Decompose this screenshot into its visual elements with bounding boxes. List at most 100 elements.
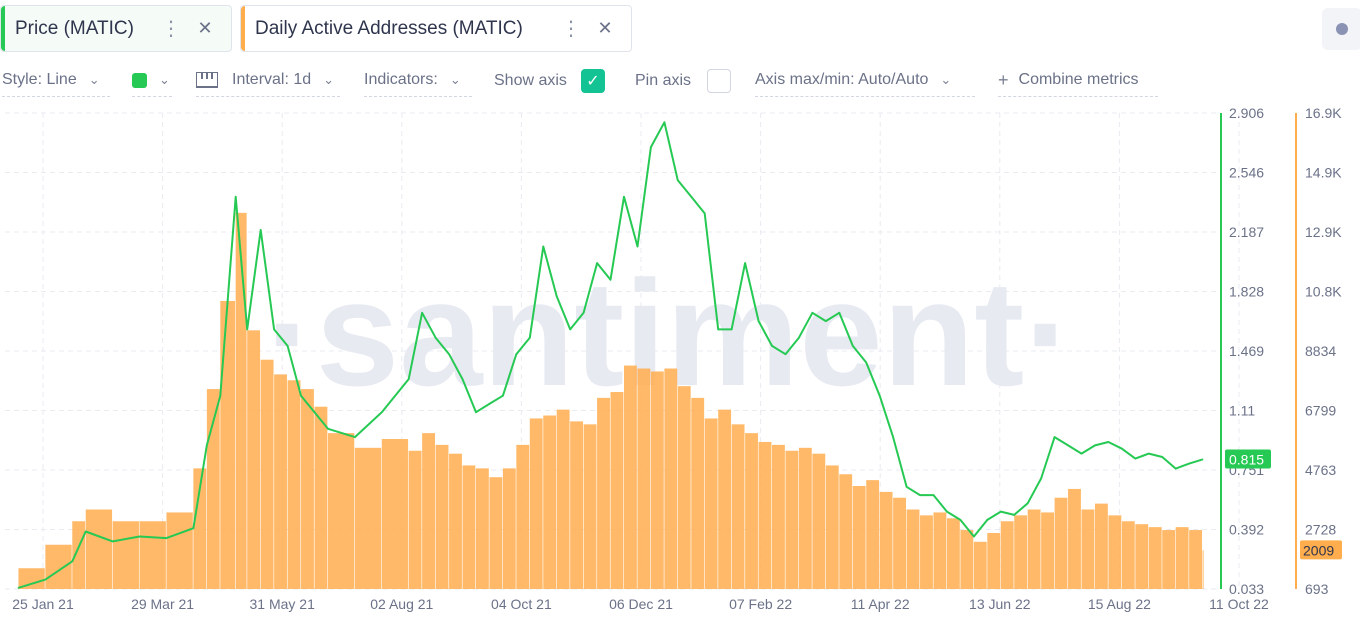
price-point [1026, 502, 1029, 505]
price-point [300, 394, 302, 397]
price-point [730, 328, 733, 331]
color-picker[interactable]: ⌄ [132, 64, 172, 97]
price-point [1080, 452, 1083, 455]
combine-metrics-button[interactable]: + Combine metrics [998, 64, 1158, 97]
daa-tick-label: 10.8K [1305, 284, 1342, 300]
daa-bar [1027, 509, 1041, 589]
current-daa-label: 2009 [1303, 542, 1334, 558]
color-swatch [132, 72, 147, 88]
axis-range-label: Axis max/min: Auto/Auto [755, 71, 929, 88]
daa-bar [301, 389, 314, 589]
daa-bar [772, 444, 785, 589]
more-options-icon[interactable]: ⋮ [561, 18, 581, 40]
daa-bar [139, 521, 166, 589]
x-tick-label: 07 Feb 22 [729, 596, 792, 612]
price-point [434, 336, 437, 339]
pin-axis-checkbox[interactable] [707, 68, 732, 93]
daa-bar [933, 512, 947, 589]
price-point [502, 394, 504, 397]
show-axis-checkbox[interactable]: ✓ [580, 68, 605, 93]
daa-bar [516, 444, 530, 589]
price-point [84, 530, 87, 533]
daa-bar [570, 421, 584, 589]
x-tick-label: 06 Dec 21 [609, 596, 673, 612]
price-point [234, 196, 237, 198]
current-price-badge [1225, 449, 1271, 469]
x-tick-label: 29 Mar 21 [131, 596, 194, 612]
daa-bar [381, 439, 409, 589]
current-daa-badge [1300, 540, 1342, 560]
daa-bar [1000, 521, 1014, 589]
price-point [677, 179, 679, 182]
daa-bar [839, 474, 853, 589]
daa-bar [449, 453, 462, 589]
chevron-down-icon: ⌄ [159, 72, 170, 87]
price-point [825, 320, 827, 322]
price-point [784, 353, 787, 356]
daa-bar [1189, 530, 1203, 589]
price-point [650, 146, 652, 148]
interval-dropdown[interactable]: Interval: 1d ⌄ [196, 64, 340, 97]
price-point [1067, 444, 1069, 447]
daa-bar [1041, 512, 1055, 589]
x-tick-label: 11 Oct 22 [1209, 596, 1269, 612]
price-point [636, 245, 639, 248]
daa-bar [193, 468, 207, 589]
price-point [192, 527, 195, 529]
settings-button[interactable] [1322, 8, 1360, 50]
price-point [1107, 441, 1110, 443]
price-point [219, 394, 222, 397]
pin-axis-toggle[interactable]: Pin axis [635, 64, 733, 97]
price-tick-label: 2.187 [1229, 224, 1264, 240]
x-tick-label: 15 Aug 22 [1088, 596, 1151, 612]
more-options-icon[interactable]: ⋮ [161, 18, 181, 40]
price-tick-label: 0.751 [1229, 462, 1264, 478]
tab-daily-active-addresses[interactable]: Daily Active Addresses (MATIC) ⋮ ✕ [240, 5, 632, 52]
price-point [475, 411, 477, 414]
price-point [1134, 457, 1137, 460]
price-point [932, 494, 935, 496]
daa-bar [664, 368, 678, 589]
price-point [623, 196, 625, 198]
show-axis-toggle[interactable]: Show axis ✓ [494, 64, 612, 97]
price-point [44, 578, 47, 581]
price-tick-label: 1.828 [1229, 284, 1264, 300]
daa-bar [112, 521, 139, 589]
price-point [757, 320, 760, 322]
daa-bar [1054, 497, 1068, 589]
price-point [138, 535, 141, 538]
tab-label: Price (MATIC) [15, 17, 134, 39]
daa-bar [960, 530, 974, 589]
daa-bar [327, 433, 355, 589]
daa-bar [597, 397, 610, 589]
price-point [206, 444, 208, 447]
plus-icon: + [998, 69, 1009, 90]
daa-bar [637, 368, 651, 589]
price-point [246, 328, 249, 331]
price-point [488, 403, 491, 405]
tab-price-matic[interactable]: Price (MATIC) ⋮ ✕ [0, 5, 232, 52]
style-dropdown[interactable]: Style: Line ⌄ [2, 64, 110, 97]
daa-bar [1081, 509, 1095, 589]
price-point [609, 278, 612, 281]
price-tick-label: 2.906 [1229, 105, 1264, 121]
daa-bar [718, 409, 732, 589]
daa-bar-series [18, 212, 1204, 589]
close-icon[interactable]: ✕ [197, 18, 213, 38]
price-point [973, 535, 975, 538]
price-point [1147, 452, 1150, 455]
price-point [313, 411, 316, 414]
price-point [946, 510, 948, 513]
daa-bar [1148, 527, 1162, 589]
indicators-dropdown[interactable]: Indicators: ⌄ [364, 64, 472, 97]
daa-bar [852, 485, 866, 589]
price-point [919, 494, 921, 496]
price-tick-label: 1.11 [1229, 403, 1255, 419]
x-tick-label: 11 Apr 22 [851, 596, 910, 612]
close-icon[interactable]: ✕ [597, 18, 613, 38]
price-point [744, 262, 746, 264]
indicators-label: Indicators: [364, 71, 438, 88]
tab-color-indicator [241, 6, 245, 51]
daa-bar [422, 433, 436, 589]
axis-range-dropdown[interactable]: Axis max/min: Auto/Auto ⌄ [755, 64, 975, 97]
